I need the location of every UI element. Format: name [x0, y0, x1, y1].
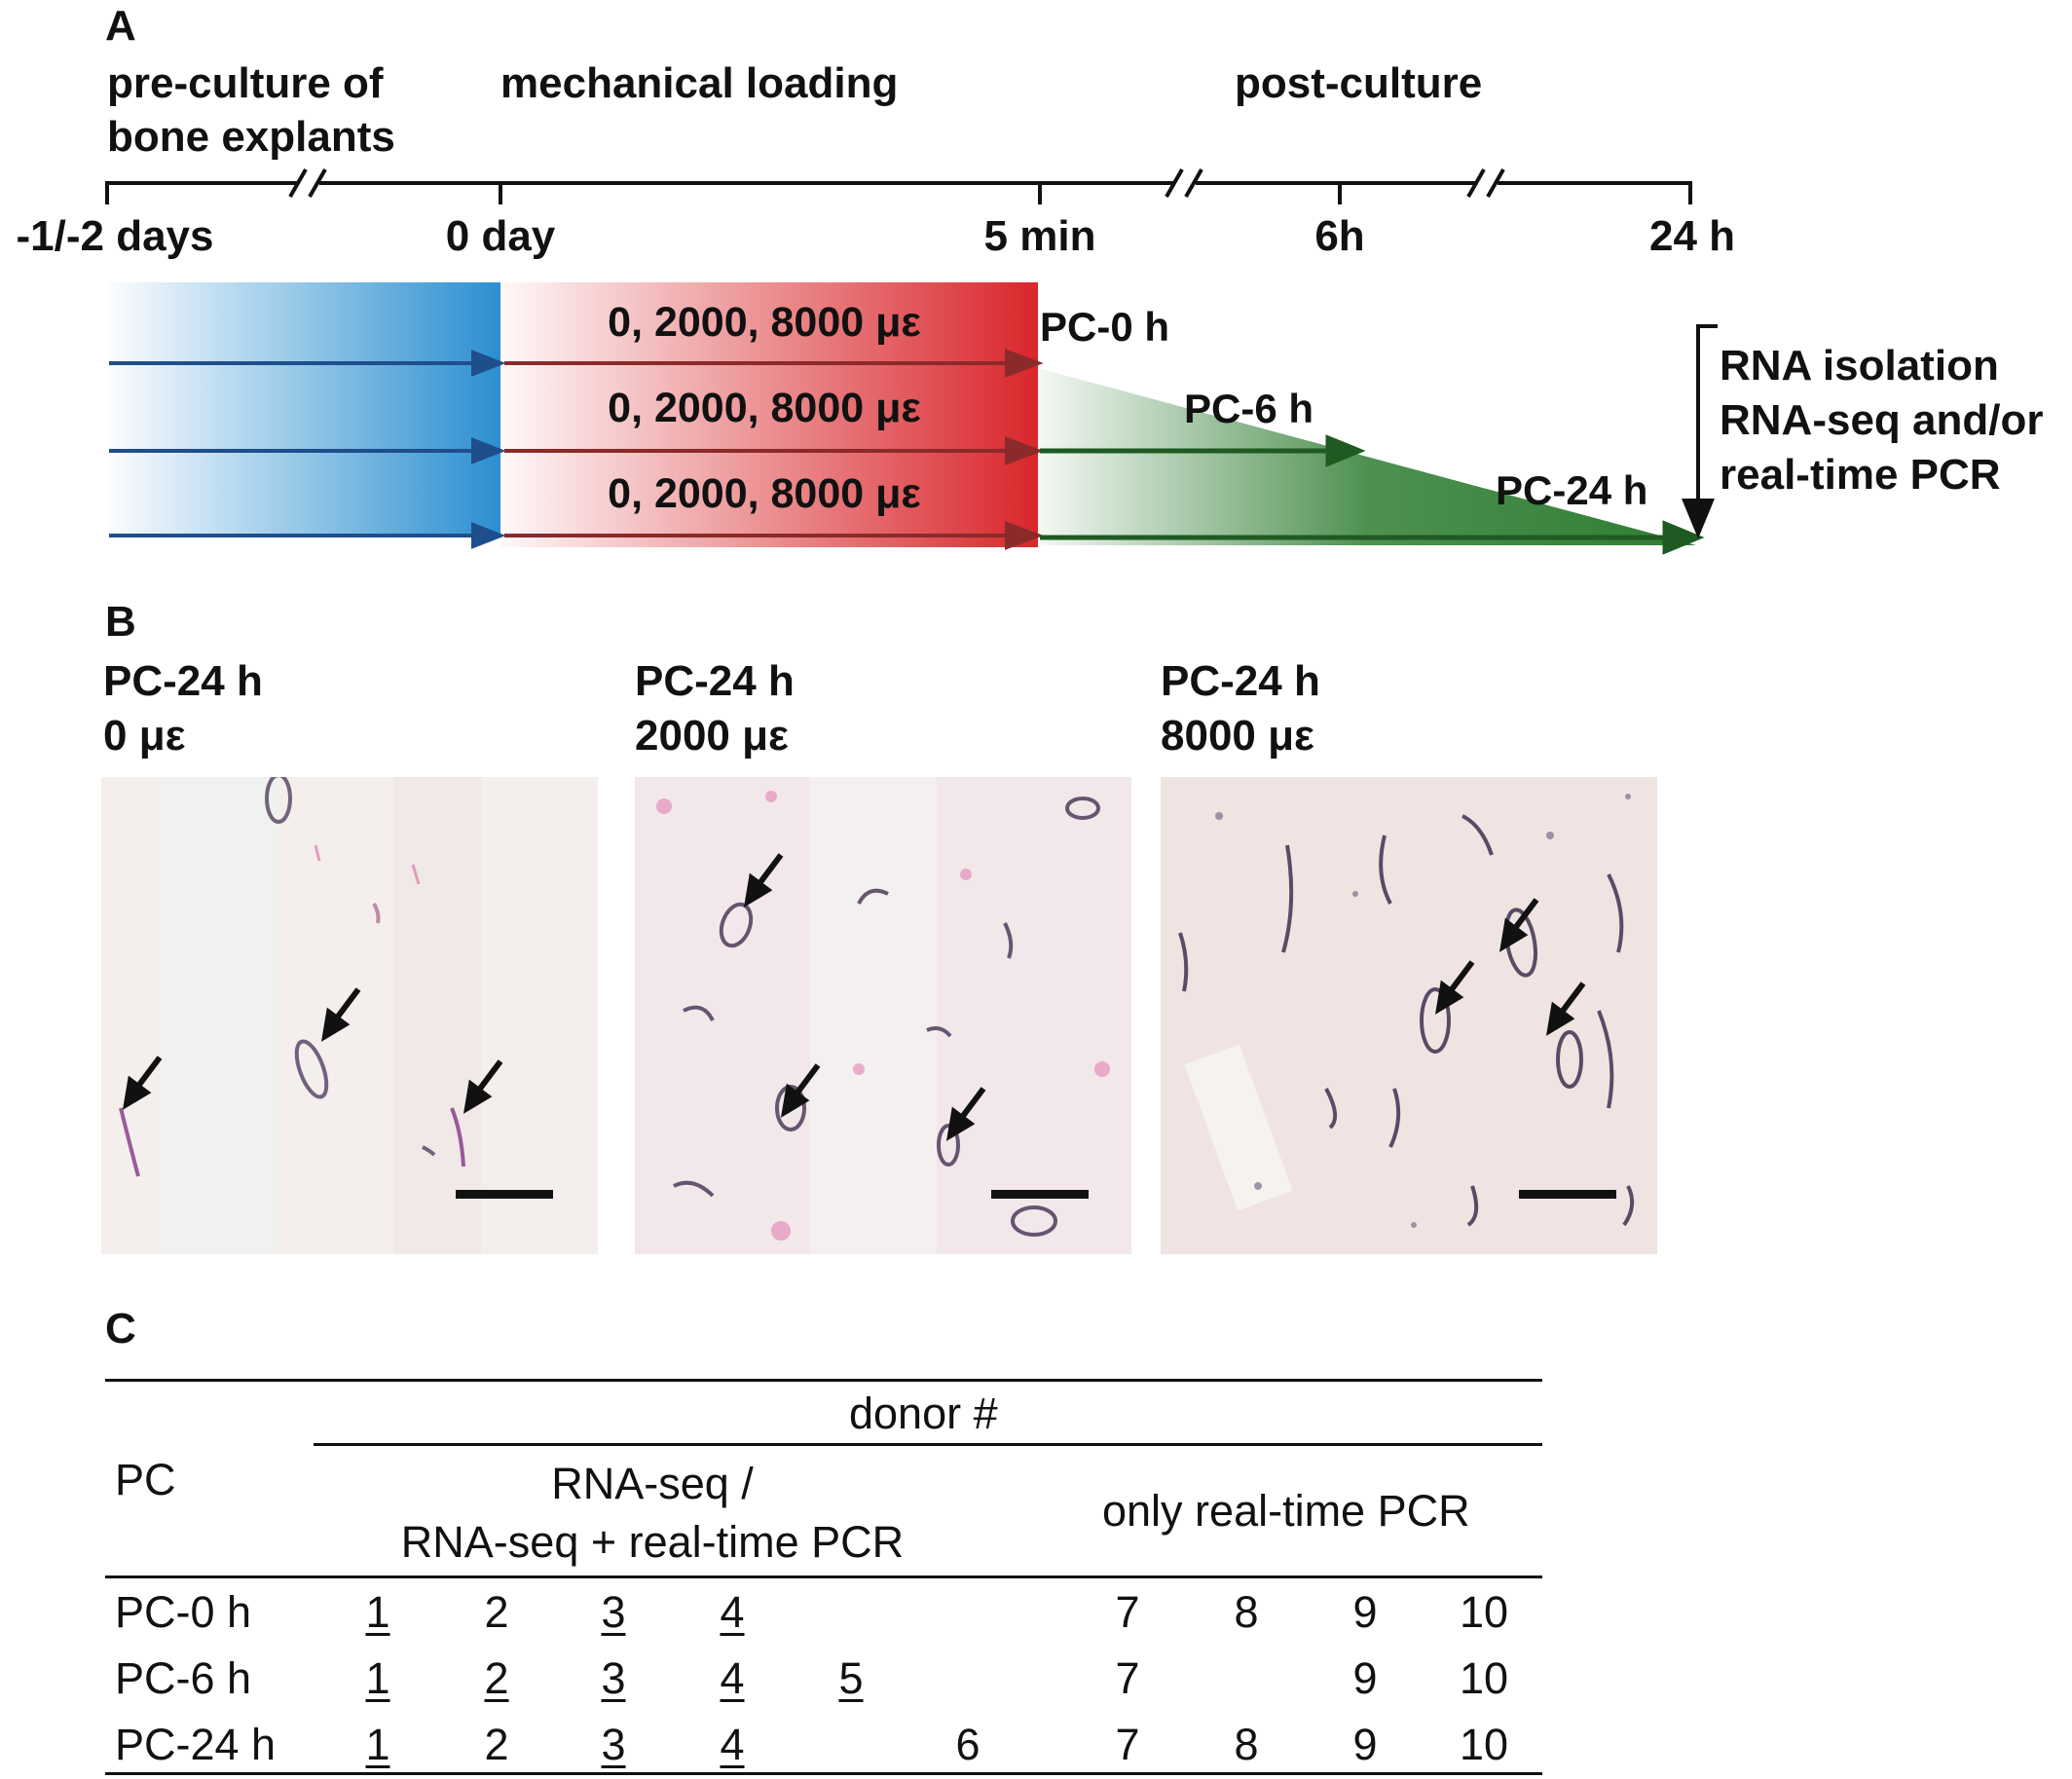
tick-label-0-day: 0 day [445, 212, 556, 260]
donor-cell: 4 [720, 1587, 745, 1637]
table-bottom-rule [105, 1772, 1542, 1775]
header-pcr-only: only real-time PCR [1102, 1486, 1470, 1536]
loading-block [500, 282, 1038, 547]
donor-cell: 2 [484, 1587, 509, 1637]
red-arrows [504, 349, 1044, 550]
donor-cell: 6 [955, 1720, 980, 1769]
donor-cell: 3 [601, 1720, 626, 1769]
image2-caption-line2: 2000 με [635, 712, 789, 760]
tick-label-24h: 24 h [1648, 212, 1736, 260]
pc-0h-label: PC-0 h [1040, 304, 1170, 350]
rna-isolation-label: RNA isolation RNA-seq and/or real-time P… [1720, 339, 2043, 502]
strain-label-row1: 0, 2000, 8000 με [608, 299, 921, 346]
postculture-block [1038, 368, 1696, 545]
rna-isolation-arrow [1682, 324, 1718, 539]
preculture-label-line2: bone explants [107, 113, 395, 161]
header-donor: donor # [849, 1389, 998, 1438]
green-arrows [1040, 434, 1705, 555]
donor-cell: 9 [1352, 1720, 1378, 1769]
donor-cell: 10 [1459, 1587, 1509, 1637]
header-bottom-rule [105, 1575, 1542, 1578]
header-rnaseq-line1: RNA-seq / [551, 1459, 754, 1508]
blue-arrows [109, 350, 506, 549]
image1-caption-line2: 0 με [103, 712, 186, 760]
table-top-rule [105, 1379, 1542, 1382]
image3-caption-line1: PC-24 h [1161, 657, 1320, 705]
scale-bar-1 [456, 1190, 553, 1199]
image2-caption: PC-24 h 2000 με [635, 654, 795, 763]
donor-cell: 8 [1234, 1720, 1259, 1769]
tick-label-5-min: 5 min [983, 212, 1096, 260]
pc-6h-label: PC-6 h [1184, 386, 1314, 431]
donor-cell: 7 [1115, 1587, 1140, 1637]
donor-cell: 3 [601, 1587, 626, 1637]
donor-cell: 4 [720, 1653, 745, 1703]
image3-caption-line2: 8000 με [1161, 712, 1314, 760]
donor-cell: 10 [1459, 1720, 1509, 1769]
donor-cell: 7 [1115, 1653, 1140, 1703]
header-rnaseq: RNA-seq / RNA-seq + real-time PCR [389, 1455, 915, 1572]
strain-label-row3: 0, 2000, 8000 με [608, 470, 921, 517]
table-row-label: PC-0 h [115, 1587, 252, 1637]
arrows-image3 [1434, 898, 1586, 1036]
tick-label-6h: 6h [1314, 212, 1365, 260]
arrows-image1 [122, 987, 503, 1114]
tick-label-preculture: -1/-2 days [16, 212, 214, 260]
micrograph-8000-strain [1161, 777, 1657, 1254]
image1-caption: PC-24 h 0 με [103, 654, 263, 763]
image2-caption-line1: PC-24 h [635, 657, 795, 705]
panel-a-letter: A [105, 2, 136, 50]
strain-label-row2: 0, 2000, 8000 με [608, 385, 921, 431]
preculture-block [109, 282, 500, 537]
header-pc: PC [115, 1455, 176, 1504]
header-rnaseq-line2: RNA-seq + real-time PCR [400, 1517, 905, 1567]
table-row-label: PC-24 h [115, 1720, 277, 1769]
timeline-diagram [105, 168, 1718, 555]
timeline-axis [105, 168, 1692, 204]
donor-cell: 2 [484, 1653, 509, 1703]
micrograph-0-strain [101, 777, 598, 1254]
donor-cell: 9 [1352, 1653, 1378, 1703]
donor-cell: 2 [484, 1720, 509, 1769]
panel-c-letter: C [105, 1305, 136, 1353]
arrows-image2 [743, 853, 986, 1141]
mechanical-loading-label: mechanical loading [500, 59, 899, 107]
pc-24h-label: PC-24 h [1496, 467, 1648, 513]
donor-cell: 10 [1459, 1653, 1509, 1703]
image1-caption-line1: PC-24 h [103, 657, 263, 705]
donor-cell: 7 [1115, 1720, 1140, 1769]
rna-isolation-line2: RNA-seq and/or [1720, 396, 2044, 444]
preculture-label-line1: pre-culture of [107, 59, 384, 107]
panel-b-letter: B [105, 598, 136, 646]
table-row-label: PC-6 h [115, 1653, 252, 1703]
micrograph-2000-strain [635, 777, 1131, 1254]
scale-bar-2 [991, 1190, 1089, 1199]
donor-cell: 1 [365, 1720, 390, 1769]
donor-cell: 5 [838, 1653, 864, 1703]
donor-header-rule [314, 1443, 1542, 1446]
donor-cell: 4 [720, 1720, 745, 1769]
donor-cell: 8 [1234, 1587, 1259, 1637]
donor-cell: 3 [601, 1653, 626, 1703]
image3-caption: PC-24 h 8000 με [1161, 654, 1320, 763]
scale-bar-3 [1519, 1190, 1616, 1199]
rna-isolation-line1: RNA isolation [1720, 342, 1999, 389]
rna-isolation-line3: real-time PCR [1720, 451, 2001, 499]
donor-cell: 1 [365, 1653, 390, 1703]
postculture-label: post-culture [1235, 59, 1483, 107]
donor-cell: 1 [365, 1587, 390, 1637]
donor-cell: 9 [1352, 1587, 1378, 1637]
preculture-label: pre-culture of bone explants [107, 56, 395, 164]
